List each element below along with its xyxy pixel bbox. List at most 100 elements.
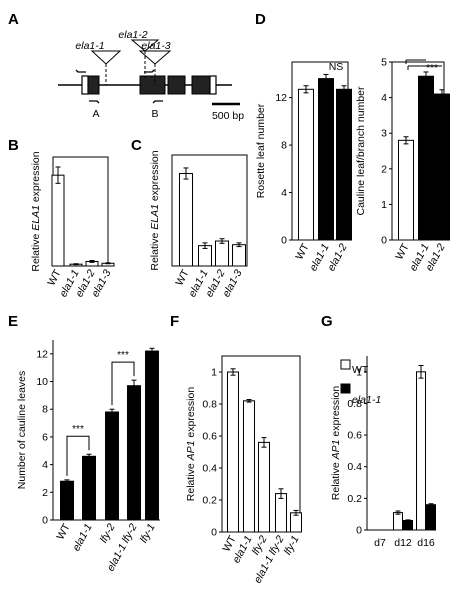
primer-a-forward <box>75 69 86 73</box>
bar-ela1-1 <box>82 455 96 521</box>
insertion-ela1-3-marker <box>138 50 172 65</box>
y-tick-label: 0.8 <box>202 399 217 411</box>
x-tick-label: ela1-1 <box>70 522 94 553</box>
primer-b-reverse <box>152 100 163 104</box>
bar-ela1-1 <box>418 75 434 241</box>
bar-ela1-1-d12 <box>403 520 413 531</box>
panel-label-e: E <box>8 313 18 330</box>
sig-bracket <box>66 435 90 476</box>
chart-f-ylabel: Relative AP1 expression <box>185 387 197 502</box>
significance-label: *** <box>426 63 438 74</box>
bar-WT-d12 <box>393 512 403 531</box>
legend-label-ela1-1: ela1-1 <box>352 394 381 406</box>
panel-label-b: B <box>8 137 19 154</box>
x-tick-label: d16 <box>417 537 435 549</box>
y-tick-label: 1 <box>356 366 362 378</box>
significance-label: NS <box>329 61 344 73</box>
chart-b: Relative ELA1 expressionWTela1-1ela1-2el… <box>30 151 115 299</box>
bar-ela1-2 <box>215 240 229 267</box>
legend-swatch-ela1-1 <box>340 383 351 394</box>
chart-d-left-ylabel: Rosette leaf number <box>255 103 267 198</box>
bar-ela1-1 <box>318 78 334 241</box>
panel-label-d: D <box>255 11 266 28</box>
y-tick-label: 0.4 <box>202 463 217 475</box>
scale-label: 500 bp <box>212 110 244 122</box>
panel-label-a: A <box>8 11 19 28</box>
x-tick-label: WT <box>293 241 312 262</box>
y-tick-label: 1 <box>211 367 217 379</box>
bar-ela1-2 <box>336 88 352 241</box>
legend-swatch-WT <box>340 359 351 370</box>
bar-ela1-1-d16 <box>426 504 436 531</box>
gene-diagram: ela1-1 ela1-2 ela1-3 A B 500 bp <box>58 29 244 122</box>
y-tick-label: 12 <box>36 348 48 360</box>
y-tick-label: 2 <box>42 487 48 499</box>
bar-ela1-1-lfy-2 <box>275 493 287 533</box>
chart-b-ylabel: Relative ELA1 expression <box>30 151 42 271</box>
bar-ela1-3 <box>232 244 246 267</box>
x-tick-label: WT <box>393 241 412 262</box>
legend-label-WT: WT <box>352 364 369 376</box>
x-tick-label: d7 <box>374 537 386 549</box>
chart-e: 0 2 4 6 8 10 12 Number of cauline leaves WTela1-… <box>16 340 160 573</box>
exon-2 <box>139 75 166 95</box>
bar-WT <box>60 480 74 521</box>
y-tick-label: 0.6 <box>202 431 217 443</box>
x-tick-label: lfy-2 <box>98 522 118 545</box>
y-tick-label: 5 <box>381 57 387 69</box>
insertion-ela1-1-marker <box>90 50 122 65</box>
x-tick-label: d12 <box>394 537 412 549</box>
y-tick-label: 1 <box>381 199 387 211</box>
y-tick-label: 4 <box>281 187 287 199</box>
chart-c: Relative ELA1 expressionWTela1-1ela1-2el… <box>149 150 248 299</box>
probe-label-a: A <box>92 108 99 120</box>
y-tick-label: 10 <box>36 376 48 388</box>
bar-lfy-2 <box>258 441 270 533</box>
y-tick-label: 0.2 <box>202 495 217 507</box>
bar-lfy-2 <box>105 411 119 521</box>
bar-ela1-2 <box>434 93 450 241</box>
sig-bracket <box>111 361 135 406</box>
utr-5 <box>81 75 89 95</box>
y-tick-label: 8 <box>281 140 287 152</box>
y-tick-label: 4 <box>42 459 48 471</box>
y-tick-label: 0 <box>211 527 217 539</box>
chart-c-ylabel: Relative ELA1 expression <box>149 150 161 270</box>
y-tick-label: 12 <box>275 92 287 104</box>
panel-label-c: C <box>131 137 142 154</box>
bar-WT <box>398 139 414 241</box>
panel-label-g: G <box>321 313 333 330</box>
y-tick-label: 3 <box>381 128 387 140</box>
x-tick-label: WT <box>173 267 192 288</box>
y-tick-label: 0.4 <box>347 461 362 473</box>
y-tick-label: 4 <box>381 92 387 104</box>
y-tick-label: 0 <box>356 525 362 537</box>
chart-d-right-ylabel: Cauline leaf/branch number <box>355 86 367 215</box>
chart-g-ylabel: Relative AP1 expression <box>330 386 342 501</box>
bar-lfy-1 <box>145 350 159 521</box>
chart-e-ylabel: Number of cauline leaves <box>16 371 28 489</box>
bar-ela1-1-lfy-2 <box>127 385 141 521</box>
y-tick-label: 8 <box>42 404 48 416</box>
y-tick-label: 0 <box>42 515 48 527</box>
exon-3 <box>167 75 186 95</box>
significance-label: *** <box>72 424 84 435</box>
primer-b-forward <box>144 69 155 73</box>
chart-g: 0 0.2 0.4 0.6 0.8 1 Relative AP1 expression d7 d… <box>330 356 436 549</box>
y-tick-label: 0.8 <box>347 398 362 410</box>
panel-label-f: F <box>170 313 179 330</box>
bar-ela1-1 <box>243 400 255 533</box>
y-tick-label: 2 <box>381 163 387 175</box>
significance-label: *** <box>117 350 129 361</box>
primer-a-reverse <box>89 100 100 104</box>
x-tick-label: lfy-1 <box>138 522 158 545</box>
y-tick-label: 0.6 <box>347 430 362 442</box>
bar-WT <box>298 88 314 241</box>
exon-4 <box>191 75 211 95</box>
bar-WT <box>227 371 239 533</box>
y-tick-label: 0.2 <box>347 493 362 505</box>
probe-label-b: B <box>151 108 158 120</box>
